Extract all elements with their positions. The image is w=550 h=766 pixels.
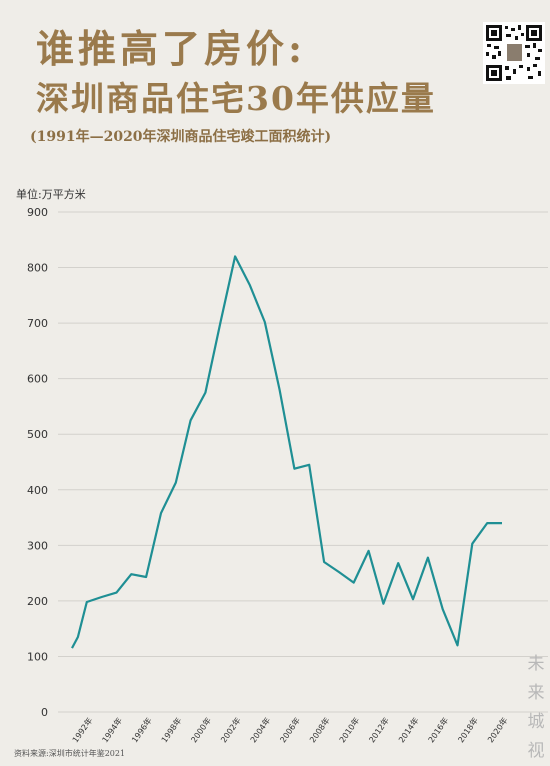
y-tick-label: 800 <box>27 262 48 275</box>
chart-title-line1: 谁推高了房价: <box>36 26 307 71</box>
x-tick-label: 1996年 <box>129 715 153 744</box>
chart-title-line2: 深圳商品住宅30年供应量 <box>36 79 436 118</box>
brand-watermark: 未来城视 <box>527 654 545 761</box>
series-line <box>71 255 502 649</box>
y-tick-label: 300 <box>27 539 48 552</box>
y-tick-label: 700 <box>27 317 48 330</box>
x-tick-label: 2006年 <box>278 715 302 744</box>
source-note: 资料来源:深圳市统计年鉴2021 <box>14 749 126 758</box>
x-tick-label: 2016年 <box>426 715 450 744</box>
y-tick-label: 100 <box>27 650 48 663</box>
x-tick-label: 2018年 <box>456 715 480 744</box>
y-tick-label: 900 <box>27 206 48 219</box>
y-tick-label: 200 <box>27 595 48 608</box>
x-tick-label: 1994年 <box>100 715 124 744</box>
x-tick-label: 2012年 <box>367 715 391 744</box>
x-tick-label: 1998年 <box>159 715 183 744</box>
x-tick-label: 2008年 <box>307 715 331 744</box>
qr-code-icon <box>483 22 545 84</box>
x-tick-label: 2004年 <box>248 715 272 744</box>
y-axis-unit-label: 单位:万平方米 <box>16 188 86 201</box>
x-tick-label: 2010年 <box>337 715 361 744</box>
x-tick-label: 2014年 <box>396 715 420 744</box>
y-tick-label: 0 <box>41 706 48 719</box>
y-tick-label: 400 <box>27 484 48 497</box>
x-tick-label: 2000年 <box>189 715 213 744</box>
y-tick-label: 600 <box>27 373 48 386</box>
y-tick-label: 500 <box>27 428 48 441</box>
x-tick-label: 1992年 <box>70 715 94 744</box>
x-tick-label: 2020年 <box>485 715 509 744</box>
x-tick-label: 2002年 <box>218 715 242 744</box>
chart-subtitle: (1991年—2020年深圳商品住宅竣工面积统计) <box>30 129 332 145</box>
